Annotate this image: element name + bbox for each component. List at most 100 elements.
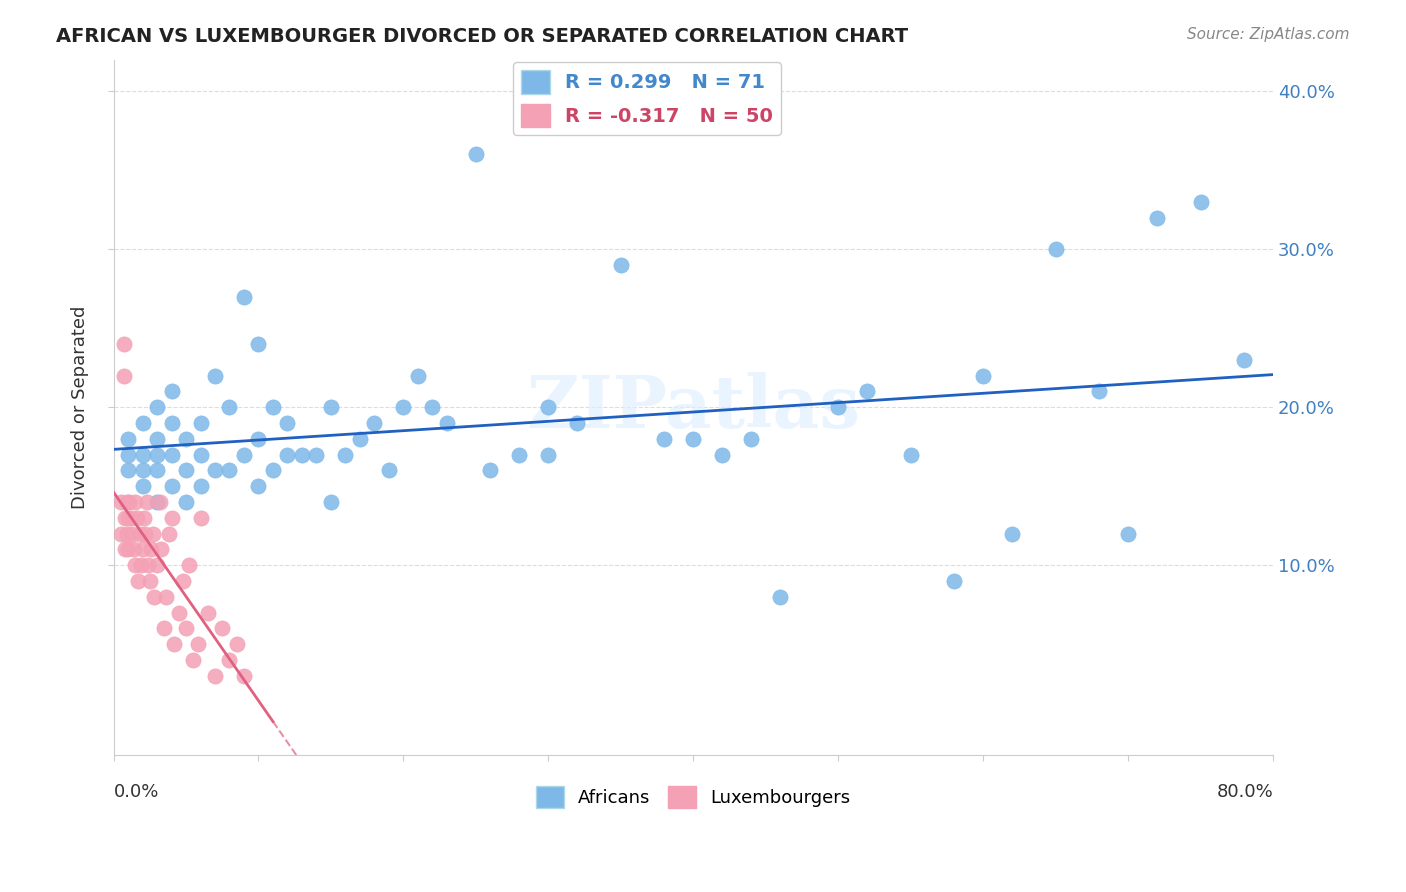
Point xyxy=(150,542,173,557)
Point xyxy=(305,448,328,462)
Point xyxy=(134,526,156,541)
Point xyxy=(225,637,247,651)
Point xyxy=(117,511,139,525)
Point xyxy=(142,526,165,541)
Text: ZIPatlas: ZIPatlas xyxy=(526,372,860,442)
Point xyxy=(160,479,183,493)
Point xyxy=(233,669,256,683)
Point xyxy=(149,495,172,509)
Point xyxy=(1001,526,1024,541)
Point xyxy=(115,526,138,541)
Point xyxy=(276,416,298,430)
Point xyxy=(943,574,966,588)
Point xyxy=(972,368,994,383)
Point xyxy=(1045,242,1067,256)
Point xyxy=(160,511,183,525)
Point xyxy=(125,511,148,525)
Point xyxy=(711,448,734,462)
Point xyxy=(117,463,139,477)
Point xyxy=(363,416,385,430)
Point xyxy=(136,558,159,573)
Point xyxy=(464,147,486,161)
Point xyxy=(157,526,180,541)
Point xyxy=(291,448,314,462)
Point xyxy=(112,337,135,351)
Point xyxy=(110,526,132,541)
Point xyxy=(139,574,162,588)
Point xyxy=(211,622,233,636)
Point xyxy=(121,526,143,541)
Point xyxy=(122,542,145,557)
Point xyxy=(204,368,226,383)
Point xyxy=(827,401,849,415)
Point xyxy=(422,401,444,415)
Point xyxy=(247,337,270,351)
Point xyxy=(682,432,704,446)
Point xyxy=(900,448,922,462)
Point xyxy=(115,495,138,509)
Point xyxy=(197,606,219,620)
Point xyxy=(172,574,194,588)
Point xyxy=(204,669,226,683)
Point xyxy=(1189,194,1212,209)
Point xyxy=(1233,352,1256,367)
Point xyxy=(131,463,153,477)
Point xyxy=(127,574,149,588)
Point xyxy=(262,401,284,415)
Point xyxy=(155,590,177,604)
Legend: Africans, Luxembourgers: Africans, Luxembourgers xyxy=(529,779,858,815)
Point xyxy=(406,368,429,383)
Point xyxy=(181,653,204,667)
Point xyxy=(143,590,166,604)
Point xyxy=(247,479,270,493)
Point xyxy=(160,384,183,399)
Point xyxy=(131,479,153,493)
Text: 80.0%: 80.0% xyxy=(1216,782,1272,801)
Point xyxy=(319,495,342,509)
Point xyxy=(537,448,560,462)
Point xyxy=(218,463,240,477)
Point xyxy=(218,401,240,415)
Text: Source: ZipAtlas.com: Source: ZipAtlas.com xyxy=(1187,27,1350,42)
Point xyxy=(124,495,146,509)
Point xyxy=(190,416,212,430)
Point xyxy=(124,558,146,573)
Point xyxy=(174,495,197,509)
Point xyxy=(177,558,200,573)
Point xyxy=(479,463,502,477)
Point xyxy=(378,463,401,477)
Point xyxy=(117,542,139,557)
Point xyxy=(740,432,762,446)
Point xyxy=(146,463,169,477)
Point xyxy=(118,495,141,509)
Point xyxy=(204,463,226,477)
Point xyxy=(190,511,212,525)
Point xyxy=(1146,211,1168,225)
Point xyxy=(117,448,139,462)
Point xyxy=(146,401,169,415)
Point xyxy=(262,463,284,477)
Point xyxy=(131,416,153,430)
Point xyxy=(153,622,176,636)
Point xyxy=(567,416,589,430)
Point xyxy=(132,511,155,525)
Point xyxy=(218,653,240,667)
Point xyxy=(233,290,256,304)
Point xyxy=(146,432,169,446)
Point xyxy=(652,432,675,446)
Point xyxy=(508,448,530,462)
Point xyxy=(392,401,415,415)
Point xyxy=(190,448,212,462)
Point xyxy=(187,637,209,651)
Point xyxy=(146,495,169,509)
Point xyxy=(117,432,139,446)
Point xyxy=(112,368,135,383)
Point xyxy=(128,526,150,541)
Point xyxy=(160,448,183,462)
Point xyxy=(856,384,879,399)
Y-axis label: Divorced or Separated: Divorced or Separated xyxy=(72,306,89,509)
Point xyxy=(436,416,458,430)
Point xyxy=(174,622,197,636)
Point xyxy=(190,479,212,493)
Point xyxy=(319,401,342,415)
